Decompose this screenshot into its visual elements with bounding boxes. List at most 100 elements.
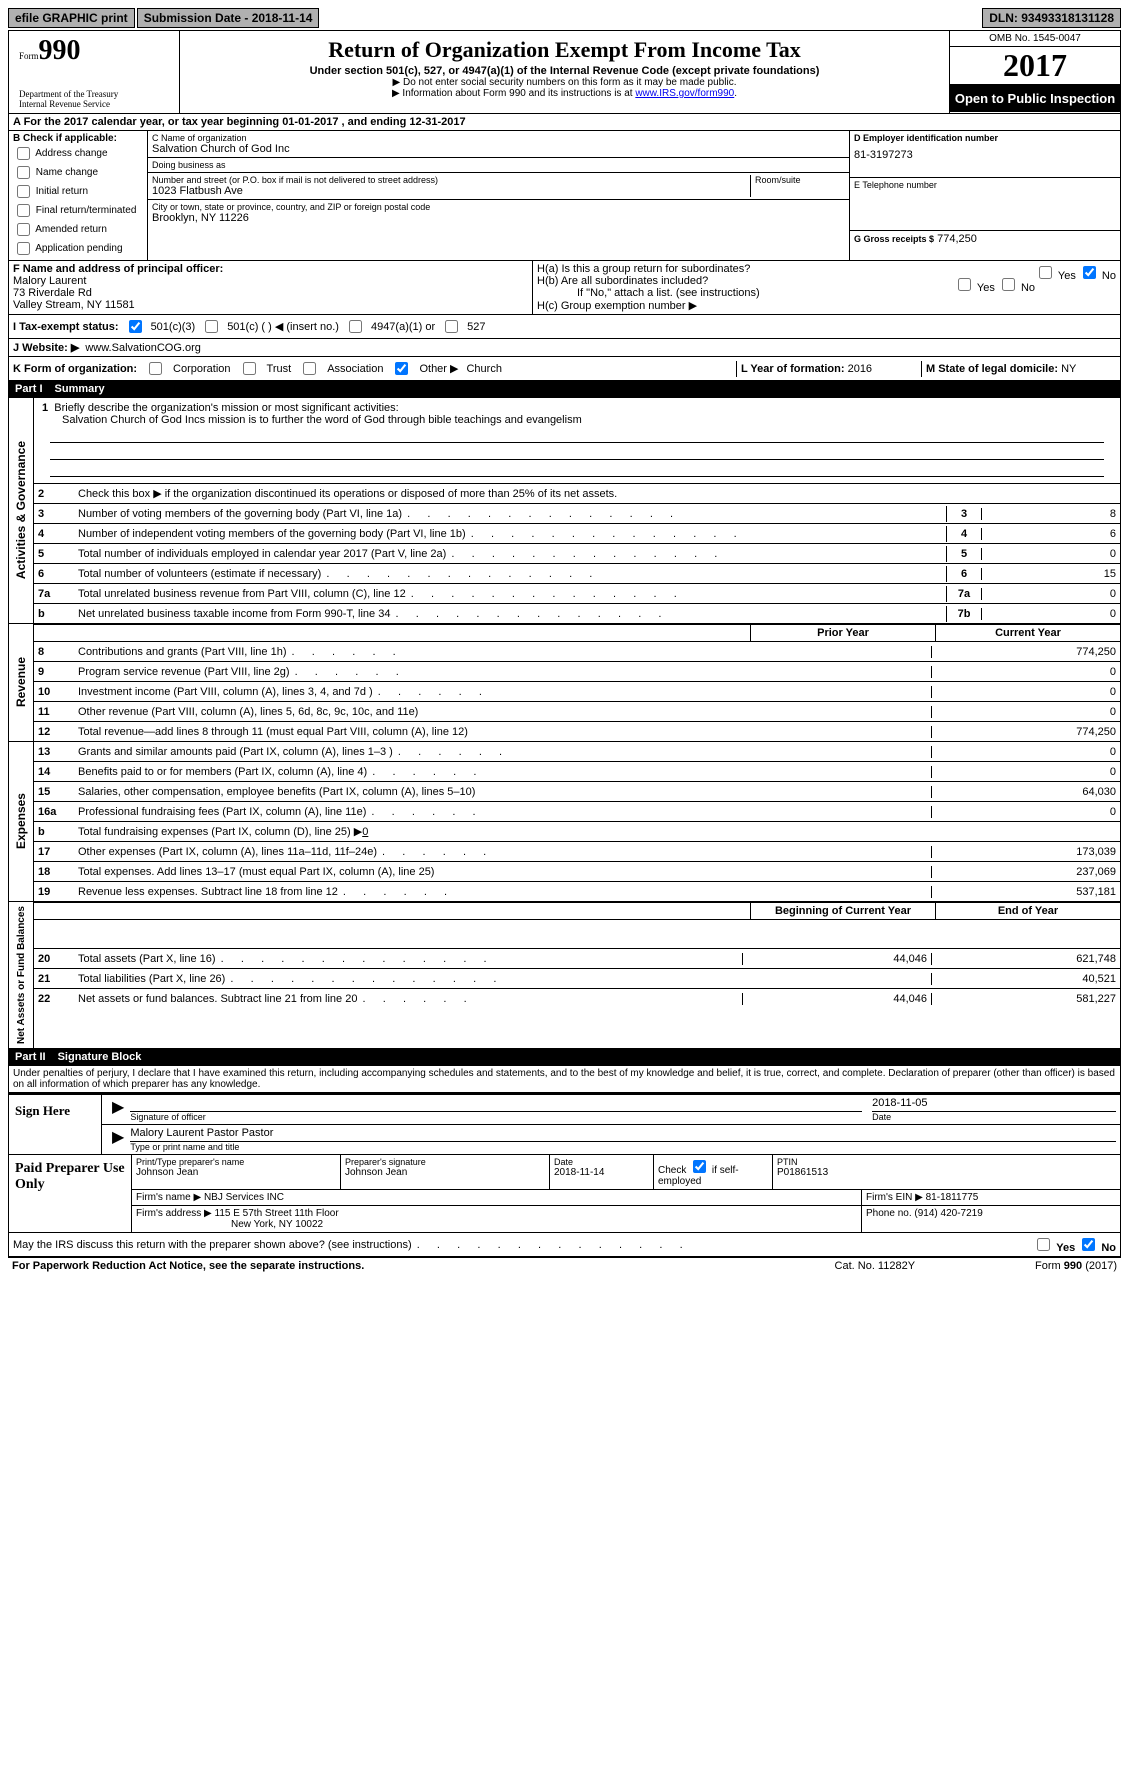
omb-label: OMB No. 1545-0047 <box>950 31 1120 47</box>
firm-ein: 81-1811775 <box>926 1192 979 1203</box>
firm-addr2: New York, NY 10022 <box>136 1219 323 1230</box>
submission-button[interactable]: Submission Date - 2018-11-14 <box>137 8 320 28</box>
form-header: Form990 Department of the Treasury Inter… <box>8 30 1121 114</box>
ein-label: D Employer identification number <box>854 133 1116 143</box>
chk-self-employed[interactable] <box>693 1160 706 1173</box>
mission-line <box>50 445 1104 460</box>
officer-addr1: 73 Riverdale Rd <box>13 287 528 299</box>
chk-other[interactable] <box>395 362 408 375</box>
row-i-label: I Tax-exempt status: <box>13 321 119 333</box>
chk-4947[interactable] <box>349 320 362 333</box>
public-inspection-label: Open to Public Inspection <box>950 85 1120 112</box>
chk-527[interactable] <box>445 320 458 333</box>
side-label-gov: Activities & Governance <box>12 437 30 583</box>
firm-name: NBJ Services INC <box>204 1192 284 1203</box>
dln-button[interactable]: DLN: 93493318131128 <box>982 8 1121 28</box>
discuss-yes[interactable] <box>1037 1238 1050 1251</box>
ein-value: 81-3197273 <box>854 149 1116 161</box>
note-info: ▶ Information about Form 990 and its ins… <box>184 88 945 99</box>
row-j: J Website: ▶ www.SalvationCOG.org <box>8 339 1121 357</box>
footer-right: Form 990 (2017) <box>1035 1260 1117 1272</box>
irs-link[interactable]: www.IRS.gov/form990 <box>635 88 734 99</box>
mission-line <box>50 428 1104 443</box>
irs-label: Internal Revenue Service <box>19 99 169 109</box>
officer-name: Malory Laurent <box>13 275 528 287</box>
val-line18: 237,069 <box>931 866 1120 878</box>
row-k: K Form of organization: Corporation Trus… <box>8 357 1121 381</box>
city-label: City or town, state or province, country… <box>152 202 845 212</box>
discuss-no[interactable] <box>1082 1238 1095 1251</box>
firm-addr1: 115 E 57th Street 11th Floor <box>215 1208 339 1219</box>
dba-label: Doing business as <box>152 160 845 170</box>
side-label-net: Net Assets or Fund Balances <box>14 902 29 1048</box>
chk-corp[interactable] <box>149 362 162 375</box>
box-h: H(a) Is this a group return for subordin… <box>533 261 1120 314</box>
preparer-block: Paid Preparer Use Only Print/Type prepar… <box>8 1155 1121 1233</box>
row-i: I Tax-exempt status: 501(c)(3) 501(c) ( … <box>8 315 1121 339</box>
preparer-date: 2018-11-14 <box>554 1167 649 1178</box>
val-line15: 64,030 <box>931 786 1120 798</box>
dept-label: Department of the Treasury <box>19 89 169 99</box>
discuss-row: May the IRS discuss this return with the… <box>8 1233 1121 1257</box>
form-subtitle: Under section 501(c), 527, or 4947(a)(1)… <box>184 65 945 77</box>
room-label: Room/suite <box>755 175 845 185</box>
phone-label: E Telephone number <box>854 180 1116 190</box>
chk-address-change[interactable]: Address change <box>13 144 143 163</box>
chk-amended-return[interactable]: Amended return <box>13 220 143 239</box>
firm-phone: (914) 420-7219 <box>914 1208 982 1219</box>
ha-yes[interactable] <box>1039 266 1052 279</box>
val-line3: 8 <box>981 508 1120 520</box>
netassets-section: Net Assets or Fund Balances Beginning of… <box>8 902 1121 1049</box>
sign-block: Sign Here ▶ Signature of officer 2018-11… <box>8 1093 1121 1155</box>
officer-print-name: Malory Laurent Pastor Pastor <box>130 1127 1116 1142</box>
footer-left: For Paperwork Reduction Act Notice, see … <box>12 1260 835 1272</box>
street-label: Number and street (or P.O. box if mail i… <box>152 175 746 185</box>
chk-application-pending[interactable]: Application pending <box>13 239 143 258</box>
chk-501c3[interactable] <box>129 320 142 333</box>
org-name: Salvation Church of God Inc <box>152 143 845 155</box>
form-number: 990 <box>39 35 81 66</box>
box-c: C Name of organization Salvation Church … <box>148 131 849 260</box>
footer: For Paperwork Reduction Act Notice, see … <box>8 1257 1121 1274</box>
val-line16a: 0 <box>931 806 1120 818</box>
sign-date: 2018-11-05 <box>872 1097 1116 1112</box>
val-line20e: 621,748 <box>931 953 1120 965</box>
chk-name-change[interactable]: Name change <box>13 163 143 182</box>
officer-addr2: Valley Stream, NY 11581 <box>13 299 528 311</box>
org-name-label: C Name of organization <box>152 133 845 143</box>
preparer-sig: Johnson Jean <box>345 1167 545 1178</box>
section-a: A For the 2017 calendar year, or tax yea… <box>8 114 1121 131</box>
val-line17: 173,039 <box>931 846 1120 858</box>
topbar: efile GRAPHIC print Submission Date - 20… <box>8 8 1121 28</box>
hb-no[interactable] <box>1002 278 1015 291</box>
val-line21e: 40,521 <box>931 973 1120 985</box>
preparer-name: Johnson Jean <box>136 1167 336 1178</box>
preparer-label: Paid Preparer Use Only <box>9 1155 132 1232</box>
chk-501c[interactable] <box>205 320 218 333</box>
officer-h-row: F Name and address of principal officer:… <box>8 261 1121 315</box>
perjury-text: Under penalties of perjury, I declare th… <box>8 1066 1121 1093</box>
top-grid: B Check if applicable: Address change Na… <box>8 131 1121 261</box>
street-value: 1023 Flatbush Ave <box>152 185 746 197</box>
chk-trust[interactable] <box>243 362 256 375</box>
efile-button[interactable]: efile GRAPHIC print <box>8 8 135 28</box>
val-line10: 0 <box>931 686 1120 698</box>
revenue-section: Revenue Prior YearCurrent Year 8Contribu… <box>8 624 1121 742</box>
val-line7a: 0 <box>981 588 1120 600</box>
city-value: Brooklyn, NY 11226 <box>152 212 845 224</box>
officer-label: F Name and address of principal officer: <box>13 263 528 275</box>
chk-final-return[interactable]: Final return/terminated <box>13 201 143 220</box>
gross-receipts-label: G Gross receipts $ <box>854 234 934 244</box>
val-line22b: 44,046 <box>742 993 931 1005</box>
arrow-icon: ▶ <box>106 1097 130 1122</box>
val-line5: 0 <box>981 548 1120 560</box>
chk-assoc[interactable] <box>303 362 316 375</box>
expenses-section: Expenses 13Grants and similar amounts pa… <box>8 742 1121 902</box>
chk-initial-return[interactable]: Initial return <box>13 182 143 201</box>
footer-mid: Cat. No. 11282Y <box>835 1260 916 1272</box>
ha-no[interactable] <box>1083 266 1096 279</box>
row-j-label: J Website: ▶ <box>13 341 79 354</box>
sign-here-label: Sign Here <box>9 1095 102 1154</box>
hb-yes[interactable] <box>958 278 971 291</box>
val-line7b: 0 <box>981 608 1120 620</box>
